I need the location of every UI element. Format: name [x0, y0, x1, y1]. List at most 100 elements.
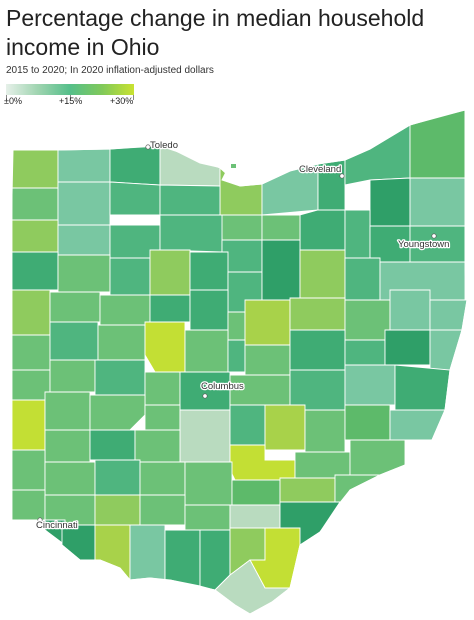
county-region	[279, 477, 336, 503]
county-region	[344, 257, 381, 301]
county-region	[219, 214, 263, 241]
county-region	[261, 239, 301, 301]
county-region	[409, 177, 466, 227]
county-region	[57, 224, 111, 256]
county-region	[57, 148, 111, 183]
county-region	[294, 451, 351, 479]
county-region	[159, 214, 223, 253]
county-region	[227, 311, 246, 341]
city-dot-cleveland	[339, 173, 345, 179]
county-region	[179, 409, 231, 463]
county-region	[227, 339, 246, 373]
county-region	[289, 369, 346, 411]
city-label-toledo: Toledo	[150, 140, 178, 151]
county-region	[184, 329, 229, 373]
county-region	[344, 209, 371, 259]
county-region	[384, 329, 431, 366]
county-region	[49, 321, 99, 361]
county-region	[429, 329, 463, 371]
city-label-columbus: Columbus	[201, 381, 244, 392]
county-region	[44, 429, 91, 463]
county-layer	[11, 110, 467, 614]
city-dot-cincinnati	[37, 517, 43, 523]
county-region	[129, 524, 166, 581]
page-subtitle: 2015 to 2020; In 2020 inflation-adjusted…	[6, 65, 214, 76]
county-region	[409, 110, 466, 179]
county-region	[429, 299, 467, 331]
county-region	[139, 494, 186, 526]
county-region	[244, 344, 291, 376]
county-region	[334, 474, 381, 506]
county-region	[389, 409, 446, 441]
county-region	[109, 181, 161, 216]
county-region	[344, 404, 391, 441]
county-region	[159, 184, 221, 216]
legend-label-mid: +15%	[59, 96, 83, 106]
county-region	[299, 209, 346, 251]
county-region	[144, 371, 181, 406]
county-region	[344, 124, 411, 186]
county-region	[94, 494, 141, 526]
city-label-youngstown: Youngstown	[398, 239, 449, 250]
county-region	[49, 291, 101, 323]
city-dot-toledo	[145, 144, 151, 150]
county-region	[89, 394, 146, 431]
county-region	[94, 459, 141, 496]
county-region	[11, 219, 59, 253]
county-region	[389, 289, 431, 331]
legend-label-max: +30%	[110, 96, 134, 106]
county-region	[94, 524, 131, 582]
county-region	[11, 369, 51, 401]
county-region	[344, 299, 391, 341]
county-region	[299, 249, 346, 299]
county-region	[149, 294, 191, 323]
county-region	[11, 289, 51, 336]
county-region	[289, 329, 346, 371]
legend-tick	[133, 95, 134, 100]
county-region	[11, 149, 59, 189]
county-region	[49, 359, 96, 393]
county-region	[264, 404, 306, 451]
county-region	[349, 439, 406, 476]
legend-color-bar	[6, 84, 134, 95]
county-region	[89, 429, 136, 461]
legend-label-min: ±0%	[4, 96, 22, 106]
county-region	[149, 249, 191, 296]
city-markers: Toledo Cleveland Youngstown Columbus Cin…	[35, 139, 451, 533]
legend-tick	[6, 95, 7, 100]
county-region	[184, 461, 233, 506]
page-title: Percentage change in median household in…	[6, 5, 425, 60]
county-region	[57, 254, 111, 293]
county-region	[11, 187, 59, 221]
county-region	[97, 324, 146, 361]
county-region	[11, 334, 51, 371]
county-region	[109, 145, 161, 186]
city-label-cincinnati: Cincinnati	[36, 520, 78, 531]
county-region	[344, 364, 396, 406]
legend-tick	[70, 95, 71, 100]
county-region	[11, 489, 46, 521]
county-region	[304, 409, 346, 453]
county-region	[229, 504, 281, 529]
county-region	[189, 289, 229, 331]
city-dot-youngstown	[431, 233, 437, 239]
county-region	[134, 429, 181, 463]
county-region	[94, 359, 146, 396]
city-label-cleveland: Cleveland	[299, 164, 341, 175]
county-region	[394, 364, 451, 411]
county-region	[11, 399, 46, 451]
county-region	[144, 321, 186, 373]
county-region	[11, 251, 59, 291]
county-region	[189, 251, 229, 291]
county-region	[219, 166, 263, 216]
county-region	[164, 529, 201, 587]
county-region	[44, 391, 91, 431]
county-region	[244, 299, 291, 346]
county-region	[11, 449, 46, 491]
county-region	[44, 461, 96, 496]
lake-island	[231, 164, 236, 168]
county-region	[369, 177, 411, 227]
county-region	[99, 294, 151, 326]
county-region	[139, 461, 186, 496]
